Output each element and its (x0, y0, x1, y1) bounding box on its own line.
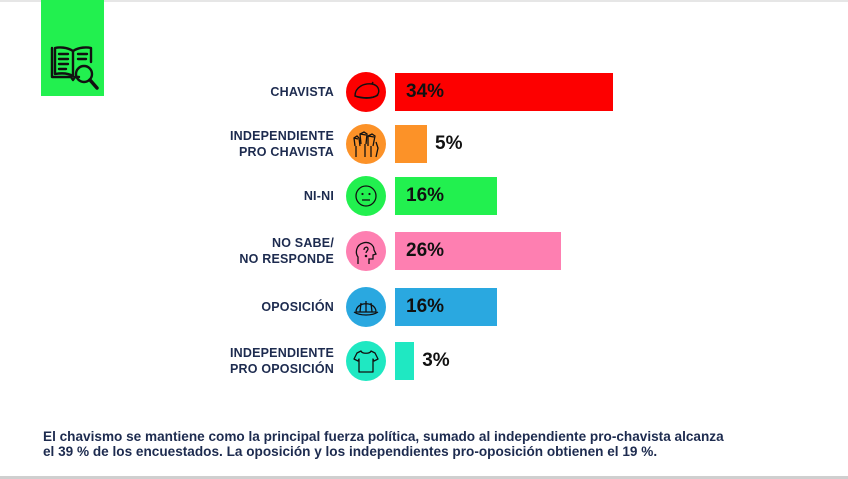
value-label-no-sabe-no-responde: 26% (406, 240, 445, 261)
raised-fists-icon (346, 124, 386, 164)
category-label-line: OPOSICIÓN (261, 300, 334, 314)
value-label-independiente-pro-oposicion: 3% (422, 350, 450, 371)
question-head-icon (346, 231, 386, 271)
logo (41, 0, 104, 96)
footer-line-1: El chavismo se mantiene como la principa… (43, 429, 724, 444)
bar-ni-ni (395, 177, 498, 215)
category-label-ni-ni: NI-NI (154, 188, 334, 204)
book-magnifier-icon (50, 46, 99, 90)
beret-icon (346, 72, 386, 112)
bar-chart: CHAVISTA 34% INDEPENDIENTE PRO CHAVISTA 5% NI… (154, 72, 613, 381)
cap-icon (346, 287, 386, 327)
value-label-independiente-pro-chavista: 5% (435, 133, 463, 154)
bar-chavista (395, 73, 613, 111)
footer-line-2: el 39 % de los encuestados. La oposición… (43, 444, 658, 459)
bottom-divider (0, 476, 848, 479)
category-label-line: NI-NI (303, 189, 334, 203)
bar-oposicion (395, 288, 498, 326)
category-label-line: PRO CHAVISTA (239, 145, 334, 159)
category-label-line: PRO OPOSICIÓN (229, 362, 334, 376)
bar-independiente-pro-chavista (395, 125, 427, 163)
bar-no-sabe-no-responde (395, 232, 562, 270)
category-label-line: INDEPENDIENTE (229, 129, 334, 143)
value-label-chavista: 34% (406, 81, 445, 102)
category-label-line: CHAVISTA (270, 85, 334, 99)
category-label-line: NO SABE/ (271, 236, 334, 250)
category-label-line: INDEPENDIENTE (229, 346, 334, 360)
tshirt-icon (346, 341, 386, 381)
footer-note: El chavismo se mantiene como la principa… (43, 429, 823, 459)
category-label-chavista: CHAVISTA (154, 84, 334, 100)
category-label-oposicion: OPOSICIÓN (154, 299, 334, 315)
bar-independiente-pro-oposicion (395, 342, 415, 380)
category-label-independiente-pro-oposicion: INDEPENDIENTE PRO OPOSICIÓN (154, 345, 334, 377)
category-label-line: NO RESPONDE (239, 252, 334, 266)
category-label-no-sabe-no-responde: NO SABE/NO RESPONDE (154, 235, 334, 267)
top-divider (0, 0, 848, 2)
neutral-face-icon (346, 176, 386, 216)
value-label-ni-ni: 16% (406, 185, 445, 206)
value-label-oposicion: 16% (406, 296, 445, 317)
category-label-independiente-pro-chavista: INDEPENDIENTE PRO CHAVISTA (154, 128, 334, 160)
